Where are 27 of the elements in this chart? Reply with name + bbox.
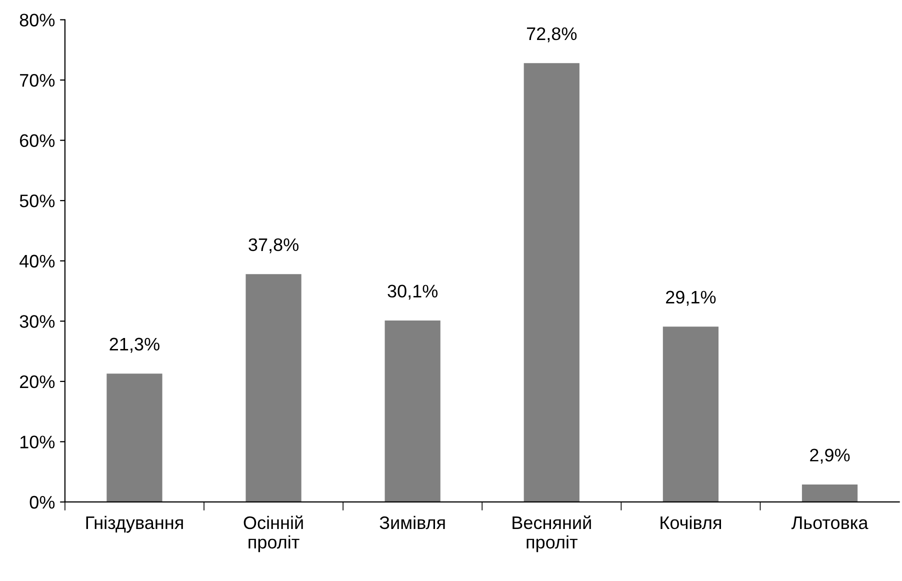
y-tick-label: 70% — [20, 74, 55, 87]
data-label: 2,9% — [810, 448, 850, 464]
y-tick-label: 50% — [20, 194, 55, 208]
bar — [246, 274, 302, 502]
data-label: 30,1% — [388, 284, 438, 300]
bar — [384, 320, 440, 502]
y-tick-label: 20% — [20, 375, 55, 388]
bar — [106, 374, 162, 502]
y-tick-label: 10% — [20, 436, 55, 448]
bar — [662, 326, 719, 502]
bar — [802, 484, 858, 502]
x-tick-label: Осінній проліт — [244, 516, 303, 552]
data-label: 72,8% — [526, 27, 577, 42]
y-tick-label: 80% — [20, 14, 55, 26]
y-tick-label: 60% — [20, 134, 55, 148]
data-label: 21,3% — [110, 338, 160, 353]
x-tick-label: Гніздування — [86, 516, 183, 533]
data-label: 37,8% — [248, 238, 298, 254]
x-tick-label: Кочівля — [660, 516, 721, 530]
y-tick-label: 0% — [30, 496, 55, 509]
x-tick-label: Зимівля — [380, 516, 445, 530]
data-label: 29,1% — [666, 290, 716, 306]
bar — [524, 63, 580, 502]
x-tick-label: Весняний проліт — [512, 516, 591, 552]
y-tick-label: 30% — [20, 315, 55, 328]
y-tick-label: 40% — [20, 254, 55, 268]
x-tick-label: Льотовка — [791, 516, 868, 530]
